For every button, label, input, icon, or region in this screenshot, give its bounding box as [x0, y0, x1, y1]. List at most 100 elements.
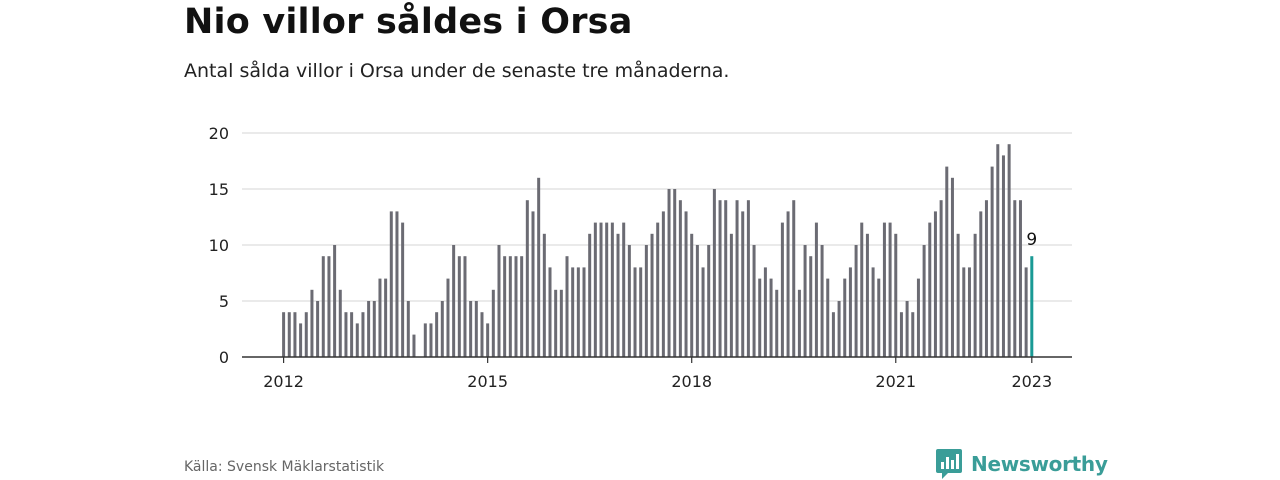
bar — [780, 222, 784, 357]
bar — [888, 222, 892, 357]
brand-name: Newsworthy — [971, 452, 1108, 476]
bar — [684, 211, 688, 357]
bar — [746, 200, 750, 357]
bar — [882, 222, 886, 357]
bar — [729, 233, 733, 357]
bar — [707, 245, 711, 357]
bar — [282, 312, 286, 357]
bar — [497, 245, 501, 357]
bar — [338, 289, 342, 357]
bars — [282, 144, 1034, 357]
bar — [650, 233, 654, 357]
bar — [865, 233, 869, 357]
bar — [712, 189, 716, 357]
bar — [633, 267, 637, 357]
bar — [661, 211, 665, 357]
bar — [769, 278, 773, 357]
bar — [843, 278, 847, 357]
chart-title: Nio villor såldes i Orsa — [184, 2, 633, 42]
bar — [452, 245, 456, 357]
bar — [367, 301, 371, 357]
annotations: 9 — [1026, 230, 1037, 250]
bar — [763, 267, 767, 357]
bar — [695, 245, 699, 357]
x-tick-label: 2023 — [1011, 372, 1052, 391]
bar — [610, 222, 614, 357]
bar — [321, 256, 325, 357]
bar — [809, 256, 813, 357]
bar — [1007, 144, 1011, 357]
bar — [355, 323, 359, 357]
bar — [786, 211, 790, 357]
bar — [423, 323, 427, 357]
bar — [792, 200, 796, 357]
bar — [293, 312, 297, 357]
bar — [996, 144, 1000, 357]
bar — [616, 233, 620, 357]
bar — [406, 301, 410, 357]
bar — [814, 222, 818, 357]
bar — [384, 278, 388, 357]
bar — [576, 267, 580, 357]
bar — [741, 211, 745, 357]
bar — [979, 211, 983, 357]
bar — [389, 211, 393, 357]
bar — [667, 189, 671, 357]
bar — [718, 200, 722, 357]
bar — [622, 222, 626, 357]
bar — [395, 211, 399, 357]
bar — [1024, 267, 1028, 357]
bar — [848, 267, 852, 357]
bar — [350, 312, 354, 357]
bar — [905, 301, 909, 357]
chart-subtitle: Antal sålda villor i Orsa under de senas… — [184, 60, 730, 82]
y-tick-label: 20 — [209, 124, 229, 143]
bar — [916, 278, 920, 357]
bar — [639, 267, 643, 357]
bar — [928, 222, 932, 357]
bar — [372, 301, 376, 357]
x-tick-label: 2018 — [671, 372, 712, 391]
bar — [446, 278, 450, 357]
bar — [701, 267, 705, 357]
x-tick-label: 2015 — [467, 372, 508, 391]
bar — [899, 312, 903, 357]
x-tick-label: 2021 — [875, 372, 916, 391]
y-tick-label: 15 — [209, 180, 229, 199]
bar — [945, 166, 949, 357]
bar — [605, 222, 609, 357]
bar — [333, 245, 337, 357]
bar — [287, 312, 291, 357]
bar — [911, 312, 915, 357]
bar — [820, 245, 824, 357]
bar — [480, 312, 484, 357]
bar — [939, 200, 943, 357]
bar — [582, 267, 586, 357]
bar — [588, 233, 592, 357]
bar — [457, 256, 461, 357]
bar — [310, 289, 314, 357]
bar — [344, 312, 348, 357]
y-tick-label: 5 — [219, 292, 229, 311]
bar — [962, 267, 966, 357]
bar — [735, 200, 739, 357]
bar — [571, 267, 575, 357]
bar — [599, 222, 603, 357]
bar — [440, 301, 444, 357]
bar — [520, 256, 524, 357]
bar — [514, 256, 518, 357]
x-tick-label: 2012 — [263, 372, 304, 391]
bar — [797, 289, 801, 357]
bar — [894, 233, 898, 357]
newsworthy-bar-chart-logo-icon — [936, 449, 962, 479]
bar — [525, 200, 529, 357]
source-note: Källa: Svensk Mäklarstatistik — [184, 459, 385, 475]
bar — [990, 166, 994, 357]
bar — [435, 312, 439, 357]
bar — [548, 267, 552, 357]
bar — [474, 301, 478, 357]
bar — [429, 323, 433, 357]
bar — [316, 301, 320, 357]
brand-logo[interactable]: Newsworthy — [936, 449, 1108, 479]
bar — [860, 222, 864, 357]
